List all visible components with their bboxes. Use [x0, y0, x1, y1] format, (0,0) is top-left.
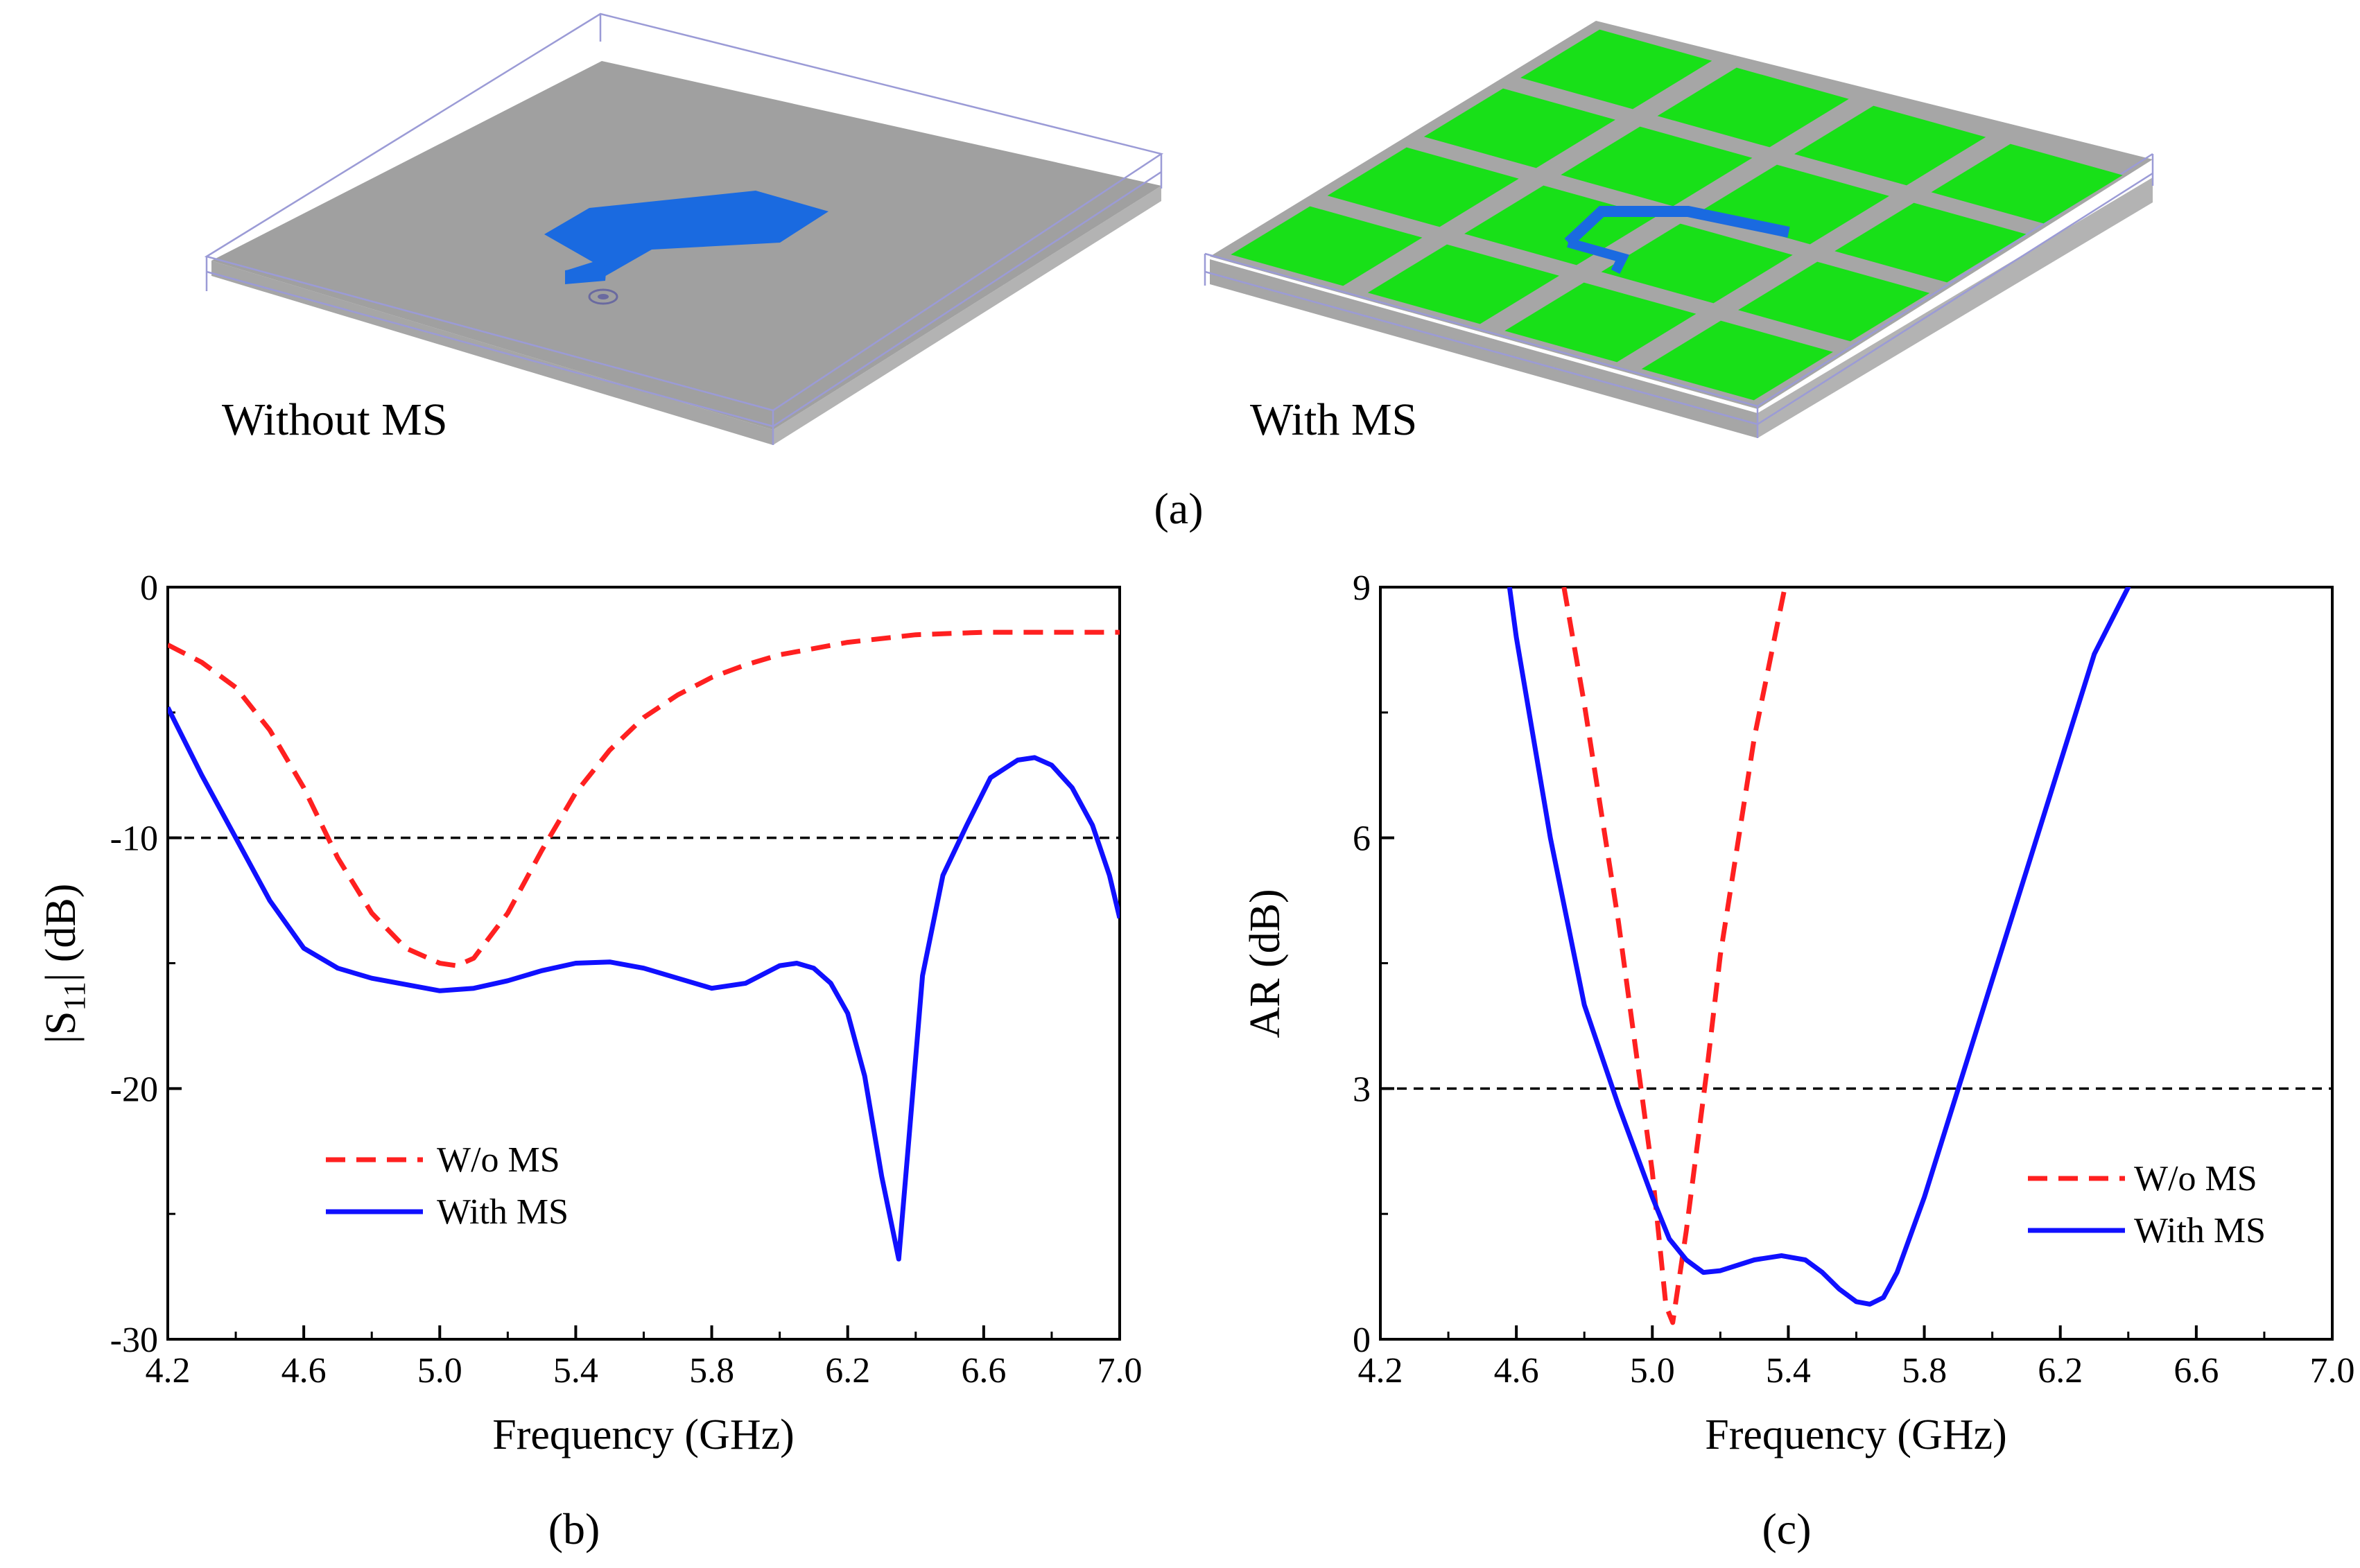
x-tick-label: 6.2	[825, 1351, 870, 1391]
ms-feed-patch-stub	[1567, 238, 1630, 275]
metasurface-cell	[1834, 202, 2027, 283]
x-tick-label: 4.2	[1358, 1351, 1403, 1391]
label-without-ms: Without MS	[222, 394, 448, 445]
y-tick-label: 6	[1353, 819, 1371, 859]
metasurface-cell	[1504, 282, 1697, 363]
x-tick-label: 4.2	[146, 1351, 191, 1391]
metasurface-cell	[1931, 143, 2123, 224]
series-with-ms-line	[1507, 587, 2131, 1307]
caption-a: (a)	[1154, 484, 1203, 533]
x-tick-label: 5.4	[553, 1351, 598, 1391]
y-tick-label: -30	[110, 1321, 158, 1360]
x-tick-label: 4.6	[1494, 1351, 1539, 1391]
x-tick-label: 5.4	[1766, 1351, 1811, 1391]
label-with-ms: With MS	[1250, 394, 1417, 445]
chart-ar: 4.2 4.6 5.0 5.4 5.8 6.2 6.6 7.0 0 3 6 9 W/o MS With…	[1242, 568, 2355, 1553]
metasurface-cell	[1423, 88, 1615, 168]
metasurface-cell	[1231, 206, 1423, 286]
x-tick-label: 6.6	[961, 1351, 1006, 1391]
metasurface-cell	[1657, 67, 1849, 148]
caption-a-text: (a)	[1154, 484, 1203, 533]
x-tick-label: 5.0	[417, 1351, 462, 1391]
metasurface-cell	[1561, 126, 1753, 207]
legend-label-wo-ms: W/o MS	[437, 1140, 560, 1180]
metasurface-cell	[1464, 185, 1656, 265]
metasurface-cell	[1327, 147, 1519, 227]
x-tick-label: 6.6	[2174, 1351, 2219, 1391]
y-tick-label: 3	[1353, 1070, 1371, 1109]
series-wo-ms-line	[168, 629, 1120, 968]
ms-feed-patch	[1564, 206, 1790, 247]
model-without-ms	[204, 12, 1164, 445]
metasurface-cell	[1367, 244, 1559, 324]
y-tick-label: 9	[1353, 568, 1371, 608]
series-with-ms-line	[168, 706, 1120, 1262]
xlabel-c: Frequency (GHz)	[1705, 1411, 2007, 1458]
ylabel-b-main: |S	[37, 1011, 85, 1044]
metasurface-cell	[1601, 223, 1793, 304]
x-tick-label: 5.0	[1630, 1351, 1675, 1391]
plot-frame-b	[166, 586, 1121, 1341]
caption-c: (c)	[1762, 1504, 1811, 1553]
model-with-ms	[1204, 21, 2154, 438]
caption-b: (b)	[548, 1504, 600, 1553]
ylabel-b-tail: | (dB)	[37, 884, 85, 982]
y-tick-label: -10	[110, 819, 158, 859]
patch-antenna	[544, 191, 828, 283]
ticks-c: 4.2 4.6 5.0 5.4 5.8 6.2 6.6 7.0 0 3 6 9	[1353, 568, 2355, 1391]
ms-substrate-side-right	[1758, 177, 2153, 438]
chart-s11: 4.2 4.6 5.0 5.4 5.8 6.2 6.6 7.0 0 -10 -20 -30 W/o M…	[37, 568, 1143, 1553]
ylabel-c: AR (dB)	[1242, 889, 1289, 1038]
substrate-side-front	[211, 261, 773, 445]
metasurface-cells	[1231, 29, 2123, 401]
y-tick-label: -20	[110, 1070, 158, 1109]
x-tick-label: 7.0	[2310, 1351, 2355, 1391]
metasurface-cell	[1641, 320, 1833, 401]
y-tick-label: 0	[140, 568, 158, 608]
coax-feed-inner	[598, 294, 609, 299]
legend-label-with-ms: With MS	[2134, 1211, 2266, 1251]
ylabel-b-sub: 11	[58, 982, 92, 1011]
patch-feed-stub	[565, 265, 607, 284]
legend-label-with-ms: With MS	[437, 1192, 569, 1232]
legend-label-wo-ms: W/o MS	[2134, 1159, 2257, 1199]
ylabel-b: |S11| (dB)	[37, 884, 92, 1044]
x-tick-label: 5.8	[1902, 1351, 1947, 1391]
metasurface-cell	[1794, 105, 1986, 186]
x-tick-label: 7.0	[1097, 1351, 1143, 1391]
substrate-side-right	[773, 186, 1161, 445]
x-tick-label: 5.8	[689, 1351, 734, 1391]
y-tick-label: 0	[1353, 1321, 1371, 1360]
metasurface-cell	[1520, 29, 1712, 110]
series-wo-ms-line	[1561, 587, 1787, 1325]
metasurface-cell	[1738, 261, 1930, 342]
x-tick-label: 4.6	[281, 1351, 327, 1391]
x-tick-label: 6.2	[2038, 1351, 2083, 1391]
coax-feed-icon	[588, 288, 618, 305]
xlabel-b: Frequency (GHz)	[492, 1411, 795, 1458]
ticks-b: 4.2 4.6 5.0 5.4 5.8 6.2 6.6 7.0 0 -10 -20 -30	[110, 568, 1143, 1391]
